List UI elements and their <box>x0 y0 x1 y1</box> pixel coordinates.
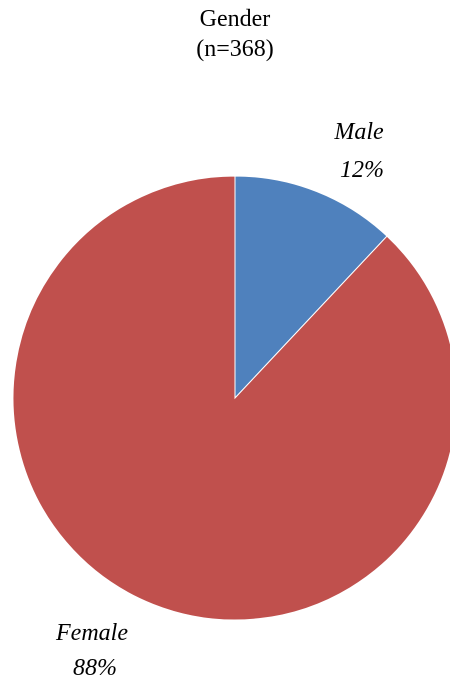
slice-label-female-percent: 88% <box>73 655 117 681</box>
slice-label-male-percent: 12% <box>340 157 384 183</box>
chart-subtitle-text: (n=368) <box>196 36 274 62</box>
pie-slice-male <box>234 175 388 400</box>
pie-labels: Male 12% Female 88% <box>55 119 389 681</box>
slice-label-female-name: Female <box>55 620 128 646</box>
slice-label-female: Female 88% <box>55 620 134 681</box>
slice-label-male-name: Male <box>333 119 384 145</box>
pie-slices <box>12 175 450 621</box>
chart-title-text: Gender <box>199 6 271 32</box>
chart-title: Gender (n=368) <box>0 4 450 64</box>
slice-label-male: Male 12% <box>333 119 389 183</box>
pie-slice-female <box>12 175 450 621</box>
